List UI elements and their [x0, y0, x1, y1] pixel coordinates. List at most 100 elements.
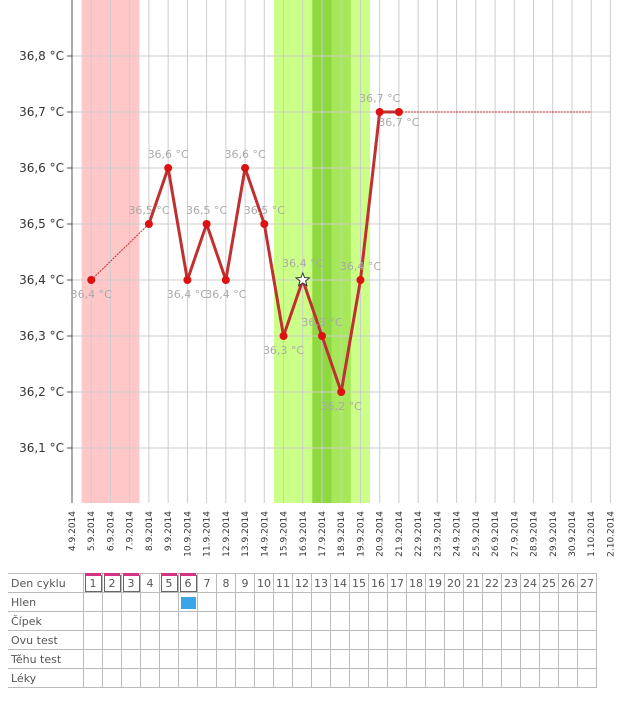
x-tick-label: 27.9.2014: [510, 511, 520, 557]
table-cell: [140, 592, 160, 612]
table-cell: [311, 668, 331, 688]
data-label: 36,4 °C: [167, 288, 208, 301]
table-cell: [577, 592, 597, 612]
data-point: [183, 276, 192, 284]
table-cell: [520, 611, 540, 631]
data-point: [164, 164, 173, 172]
y-tick-label: 36,5 °C: [19, 217, 64, 231]
table-cell: [273, 630, 293, 650]
table-cell: [197, 630, 217, 650]
cycle-day-cell: 9: [235, 573, 255, 593]
table-cell: [83, 668, 103, 688]
table-cell: [102, 592, 122, 612]
table-cell: [254, 592, 274, 612]
cycle-day-cell: 26: [558, 573, 578, 593]
cycle-day-cell: 8: [216, 573, 236, 593]
table-row: Čípek: [8, 611, 597, 631]
table-cell: [539, 649, 559, 669]
cycle-day-cell: 12: [292, 573, 312, 593]
data-point: [260, 220, 269, 228]
table-cell: [178, 649, 198, 669]
y-tick-label: 36,6 °C: [19, 161, 64, 175]
cycle-day-cell: 24: [520, 573, 540, 593]
table-cell: [235, 611, 255, 631]
y-tick-label: 36,7 °C: [19, 105, 64, 119]
table-cell: [178, 592, 198, 612]
table-cell: [444, 668, 464, 688]
table-row: Těhu test: [8, 649, 597, 669]
cycle-day-cell: 11: [273, 573, 293, 593]
cycle-day-cell: 3: [121, 573, 141, 593]
table-cell: [159, 592, 179, 612]
table-cell: [501, 592, 521, 612]
table-cell: [83, 611, 103, 631]
table-cell: [444, 649, 464, 669]
table-row-label: Léky: [8, 668, 84, 688]
cycle-day-cell: 22: [482, 573, 502, 593]
x-tick-label: 24.9.2014: [453, 511, 463, 557]
table-cell: [330, 592, 350, 612]
cycle-day-cell: 23: [501, 573, 521, 593]
x-tick-label: 5.9.2014: [87, 511, 97, 551]
data-point: [375, 108, 384, 116]
cycle-day-cell: 15: [349, 573, 369, 593]
cycle-day-cell: 6: [178, 573, 198, 593]
x-tick-label: 15.9.2014: [280, 511, 290, 557]
table-row-label: Těhu test: [8, 649, 84, 669]
table-cell: [121, 592, 141, 612]
table-cell: [425, 668, 445, 688]
x-tick-label: 25.9.2014: [472, 511, 482, 557]
table-cell: [463, 668, 483, 688]
table-cell: [406, 592, 426, 612]
cycle-day-cell: 20: [444, 573, 464, 593]
table-cell: [197, 592, 217, 612]
table-cell: [387, 649, 407, 669]
table-cell: [368, 668, 388, 688]
table-cell: [406, 630, 426, 650]
table-cell: [349, 668, 369, 688]
table-cell: [463, 630, 483, 650]
table-cell: [102, 668, 122, 688]
table-row: Hlen: [8, 592, 597, 612]
table-cell: [406, 611, 426, 631]
data-label: 36,4 °C: [71, 288, 112, 301]
table-cell: [121, 630, 141, 650]
table-cell: [254, 668, 274, 688]
table-row-label: Den cyklu: [8, 573, 84, 593]
table-cell: [425, 630, 445, 650]
cycle-table: Den cyklu 1 2 3 4 5 6 7 8 9 10 11 12 13 14 15 16 17 18 19 20…: [8, 573, 597, 688]
cycle-day-cell: 5: [159, 573, 179, 593]
table-row-label: Čípek: [8, 611, 84, 631]
table-cell: [178, 630, 198, 650]
table-cell: [482, 649, 502, 669]
table-cell: [444, 630, 464, 650]
table-cell: [520, 630, 540, 650]
table-cell: [558, 592, 578, 612]
x-tick-label: 29.9.2014: [549, 511, 559, 557]
table-cell: [292, 668, 312, 688]
table-cell: [178, 668, 198, 688]
table-cell: [197, 668, 217, 688]
x-tick-label: 6.9.2014: [106, 511, 116, 551]
table-cell: [216, 668, 236, 688]
table-cell: [539, 630, 559, 650]
table-cell: [330, 611, 350, 631]
table-cell: [520, 668, 540, 688]
table-cell: [349, 592, 369, 612]
table-cell: [102, 630, 122, 650]
table-cell: [368, 649, 388, 669]
table-cell: [406, 668, 426, 688]
table-cell: [463, 611, 483, 631]
table-cell: [197, 611, 217, 631]
table-cell: [178, 611, 198, 631]
x-tick-label: 1.10.2014: [587, 511, 597, 557]
table-row: Den cyklu 1 2 3 4 5 6 7 8 9 10 11 12 13 14 15 16 17 18 19 20…: [8, 573, 597, 593]
table-cell: [368, 592, 388, 612]
data-label: 36,5 °C: [244, 204, 285, 217]
x-tick-label: 7.9.2014: [126, 511, 136, 551]
table-cell: [102, 611, 122, 631]
table-cell: [140, 649, 160, 669]
table-cell: [311, 630, 331, 650]
table-cell: [292, 611, 312, 631]
table-cell: [444, 592, 464, 612]
